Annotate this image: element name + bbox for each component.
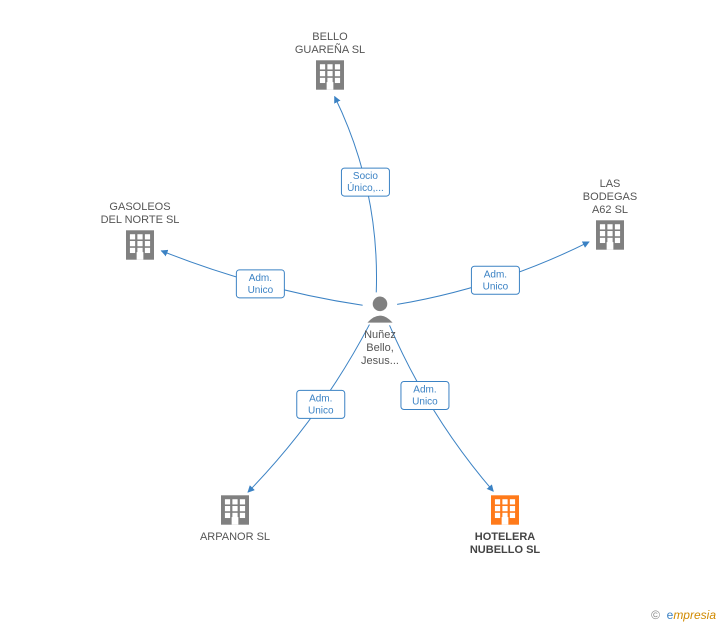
building-icon (126, 230, 154, 259)
edge-label-bello: Único,... (347, 181, 384, 194)
edge-label-bodegas: Adm. (484, 269, 507, 280)
node-label-gasoleos: GASOLEOS (109, 201, 170, 213)
node-label-bello: GUAREÑA SL (295, 43, 365, 56)
edge-label-arpanor: Adm. (309, 393, 332, 404)
footer-attribution: © empresia (651, 608, 716, 622)
node-label-bodegas: LAS (600, 178, 621, 190)
edge-label-gasoleos: Adm. (249, 273, 272, 284)
center-label: Bello, (366, 342, 394, 354)
brand-name: mpresia (673, 608, 716, 622)
building-icon (316, 60, 344, 89)
node-label-bodegas: BODEGAS (583, 191, 637, 203)
node-label-bello: BELLO (312, 31, 348, 43)
edge-label-arpanor: Unico (308, 405, 334, 416)
brand-initial: e (663, 608, 673, 622)
edge-label-gasoleos: Unico (248, 285, 274, 296)
node-label-arpanor: ARPANOR SL (200, 531, 270, 543)
node-label-hotelera: HOTELERA (475, 531, 536, 543)
person-icon (367, 297, 392, 323)
node-label-hotelera: NUBELLO SL (470, 544, 541, 556)
building-icon (221, 495, 249, 524)
edge-label-bello: Socio (353, 171, 378, 182)
building-icon (596, 220, 624, 249)
edge-label-bodegas: Unico (483, 281, 509, 292)
center-label: Nuñez (364, 329, 396, 341)
copyright-symbol: © (651, 608, 660, 622)
edge-label-hotelera: Adm. (413, 385, 436, 396)
building-icon (491, 495, 519, 524)
node-label-bodegas: A62 SL (592, 204, 628, 216)
center-label: Jesus... (361, 355, 399, 367)
node-label-gasoleos: DEL NORTE SL (101, 214, 180, 226)
edge-label-hotelera: Unico (412, 397, 438, 408)
